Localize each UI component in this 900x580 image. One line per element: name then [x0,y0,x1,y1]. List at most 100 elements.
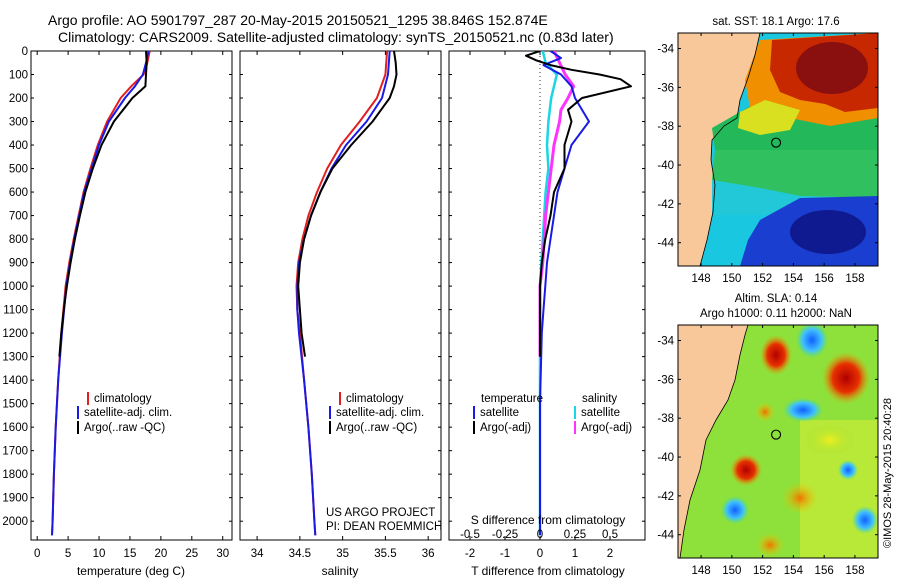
sla-eddy-blue-5 [838,460,858,480]
latitude-tick-label: -40 [657,160,674,172]
legend-label-satellite: satellite-adj. clim. [336,407,424,419]
longitude-tick-label: 152 [753,273,772,285]
side-credit: ©IMOS 28-May-2015 20:40:28 [882,398,894,548]
latitude-tick-label: -44 [657,530,674,542]
depth-tick-label: 1100 [3,305,28,317]
depth-tick-label: 1600 [2,422,28,434]
sst-map-frame [677,32,879,267]
latitude-tick-label: -36 [657,374,674,386]
series-argo [58,51,148,357]
sla-map-frame [677,324,879,559]
legend-label-t-argo: Argo(-adj) [480,422,531,434]
sla-map-axes: -34 -36 -38 -40 -42 -44 148 150 152 154 156 158 [657,325,878,577]
longitude-tick-label: 154 [784,273,804,285]
salinity-tick-label: 34 [251,548,264,560]
s-difference-tick-labels: -0.5 -0.25 0 0.25 0.5 [460,529,618,541]
pi-note: PI: DEAN ROEMMICH [326,521,442,533]
longitude-tick-label: 150 [722,565,741,577]
t-difference-tick-label: 2 [607,548,613,560]
t-difference-tick-label: 0 [537,548,543,560]
legend-label-climatology: climatology [346,393,404,405]
legend-header-salinity: salinity [582,393,617,405]
longitude-tick-label: 148 [691,273,710,285]
s-difference-tick-label: -0.25 [492,529,518,541]
latitude-tick-label: -40 [657,452,674,464]
depth-tick-label: 500 [9,164,28,176]
t-difference-tick-label: -1 [500,548,510,560]
salinity-tick-label: 34.5 [289,548,311,560]
series-argo [297,51,398,357]
sla-map-title-line1: Altim. SLA: 0.14 [735,293,818,305]
temperature-plot-frame [30,50,233,541]
sla-map-panel: Altim. SLA: 0.14 Argo h1000: 0.11 h2000:… [657,293,879,577]
longitude-tick-label: 156 [815,565,834,577]
latitude-tick-label: -34 [657,336,674,348]
depth-tick-label: 300 [9,117,28,129]
legend-label-climatology: climatology [94,393,152,405]
temperature-legend: climatology satellite-adj. clim. Argo(..… [77,392,172,434]
figure-title-line1: Argo profile: AO 5901797_287 20-May-2015… [48,12,548,28]
salinity-plot-frame [239,50,442,541]
temperature-tick-label: 0 [34,548,40,560]
sla-eddy-red-2 [822,352,870,404]
depth-tick-label: 1800 [2,469,28,481]
difference-legend: temperature salinity satellite Argo(-adj… [473,393,632,434]
s-difference-tick-label: 0.5 [602,529,618,541]
depth-tick-label: 0 [22,46,28,58]
depth-tick-label: 700 [9,211,28,223]
longitude-tick-label: 156 [815,273,834,285]
t-difference-axis-label: T difference from climatology [471,564,625,578]
sst-cold-core [790,210,866,254]
longitude-tick-label: 158 [845,565,864,577]
sla-eddy-blue-2 [721,496,749,524]
longitude-tick-label: 154 [784,565,804,577]
sst-green-band [712,150,878,198]
depth-tick-label: 1500 [2,399,28,411]
longitude-tick-label: 148 [691,565,710,577]
sla-coastline [679,325,749,558]
depth-tick-label: 100 [9,70,28,82]
sla-eddy-orange-3 [756,533,784,557]
sla-eddy-blue-3 [783,398,823,422]
salinity-tick-label: 35.5 [374,548,396,560]
figure-title-line2: Climatology: CARS2009. Satellite-adjuste… [58,29,614,45]
depth-tick-label: 1200 [2,328,28,340]
series-t-argo [525,51,632,357]
temperature-tick-label: 15 [124,548,137,560]
s-difference-tick-label: 0.25 [564,529,586,541]
sst-map-title: sat. SST: 18.1 Argo: 17.6 [712,16,839,28]
temperature-tick-label: 25 [185,548,198,560]
depth-tick-label: 1400 [2,375,28,387]
legend-label-s-satellite: satellite [581,407,620,419]
latitude-tick-label: -38 [657,413,674,425]
s-difference-tick-label: 0 [537,529,543,541]
latitude-tick-label: -42 [657,491,674,503]
legend-label-argo: Argo(..raw -QC) [84,422,165,434]
legend-header-temperature: temperature [481,393,543,405]
temperature-tick-label: 5 [65,548,71,560]
sst-yellow-patch [738,100,800,135]
salinity-axis-label: salinity [322,564,359,578]
t-difference-tick-label: 1 [572,548,578,560]
depth-tick-label: 2000 [2,516,28,528]
depth-tick-label: 1700 [2,446,28,458]
depth-tick-label: 1900 [2,493,28,505]
temperature-tick-label: 20 [154,548,167,560]
legend-label-s-argo: Argo(-adj) [581,422,632,434]
sla-eddy-red-1 [760,335,792,375]
sla-map-title-line2: Argo h1000: 0.11 h2000: NaN [700,308,852,320]
depth-tick-label: 400 [9,140,28,152]
longitude-tick-label: 150 [722,273,741,285]
salinity-panel: 34 34.5 35 35.5 36 salinity climatology sate… [239,50,442,578]
project-note: US ARGO PROJECT [326,507,435,519]
latitude-tick-label: -42 [657,199,674,211]
legend-label-t-satellite: satellite [480,407,519,419]
sla-eddy-orange-1 [755,402,775,422]
temperature-tick-label: 30 [216,548,229,560]
temperature-tick-label: 10 [93,548,106,560]
latitude-tick-label: -34 [657,44,674,56]
sla-argo-marker [771,429,782,440]
temperature-axis-label: temperature (deg C) [77,564,185,578]
sst-coastline [699,33,761,266]
